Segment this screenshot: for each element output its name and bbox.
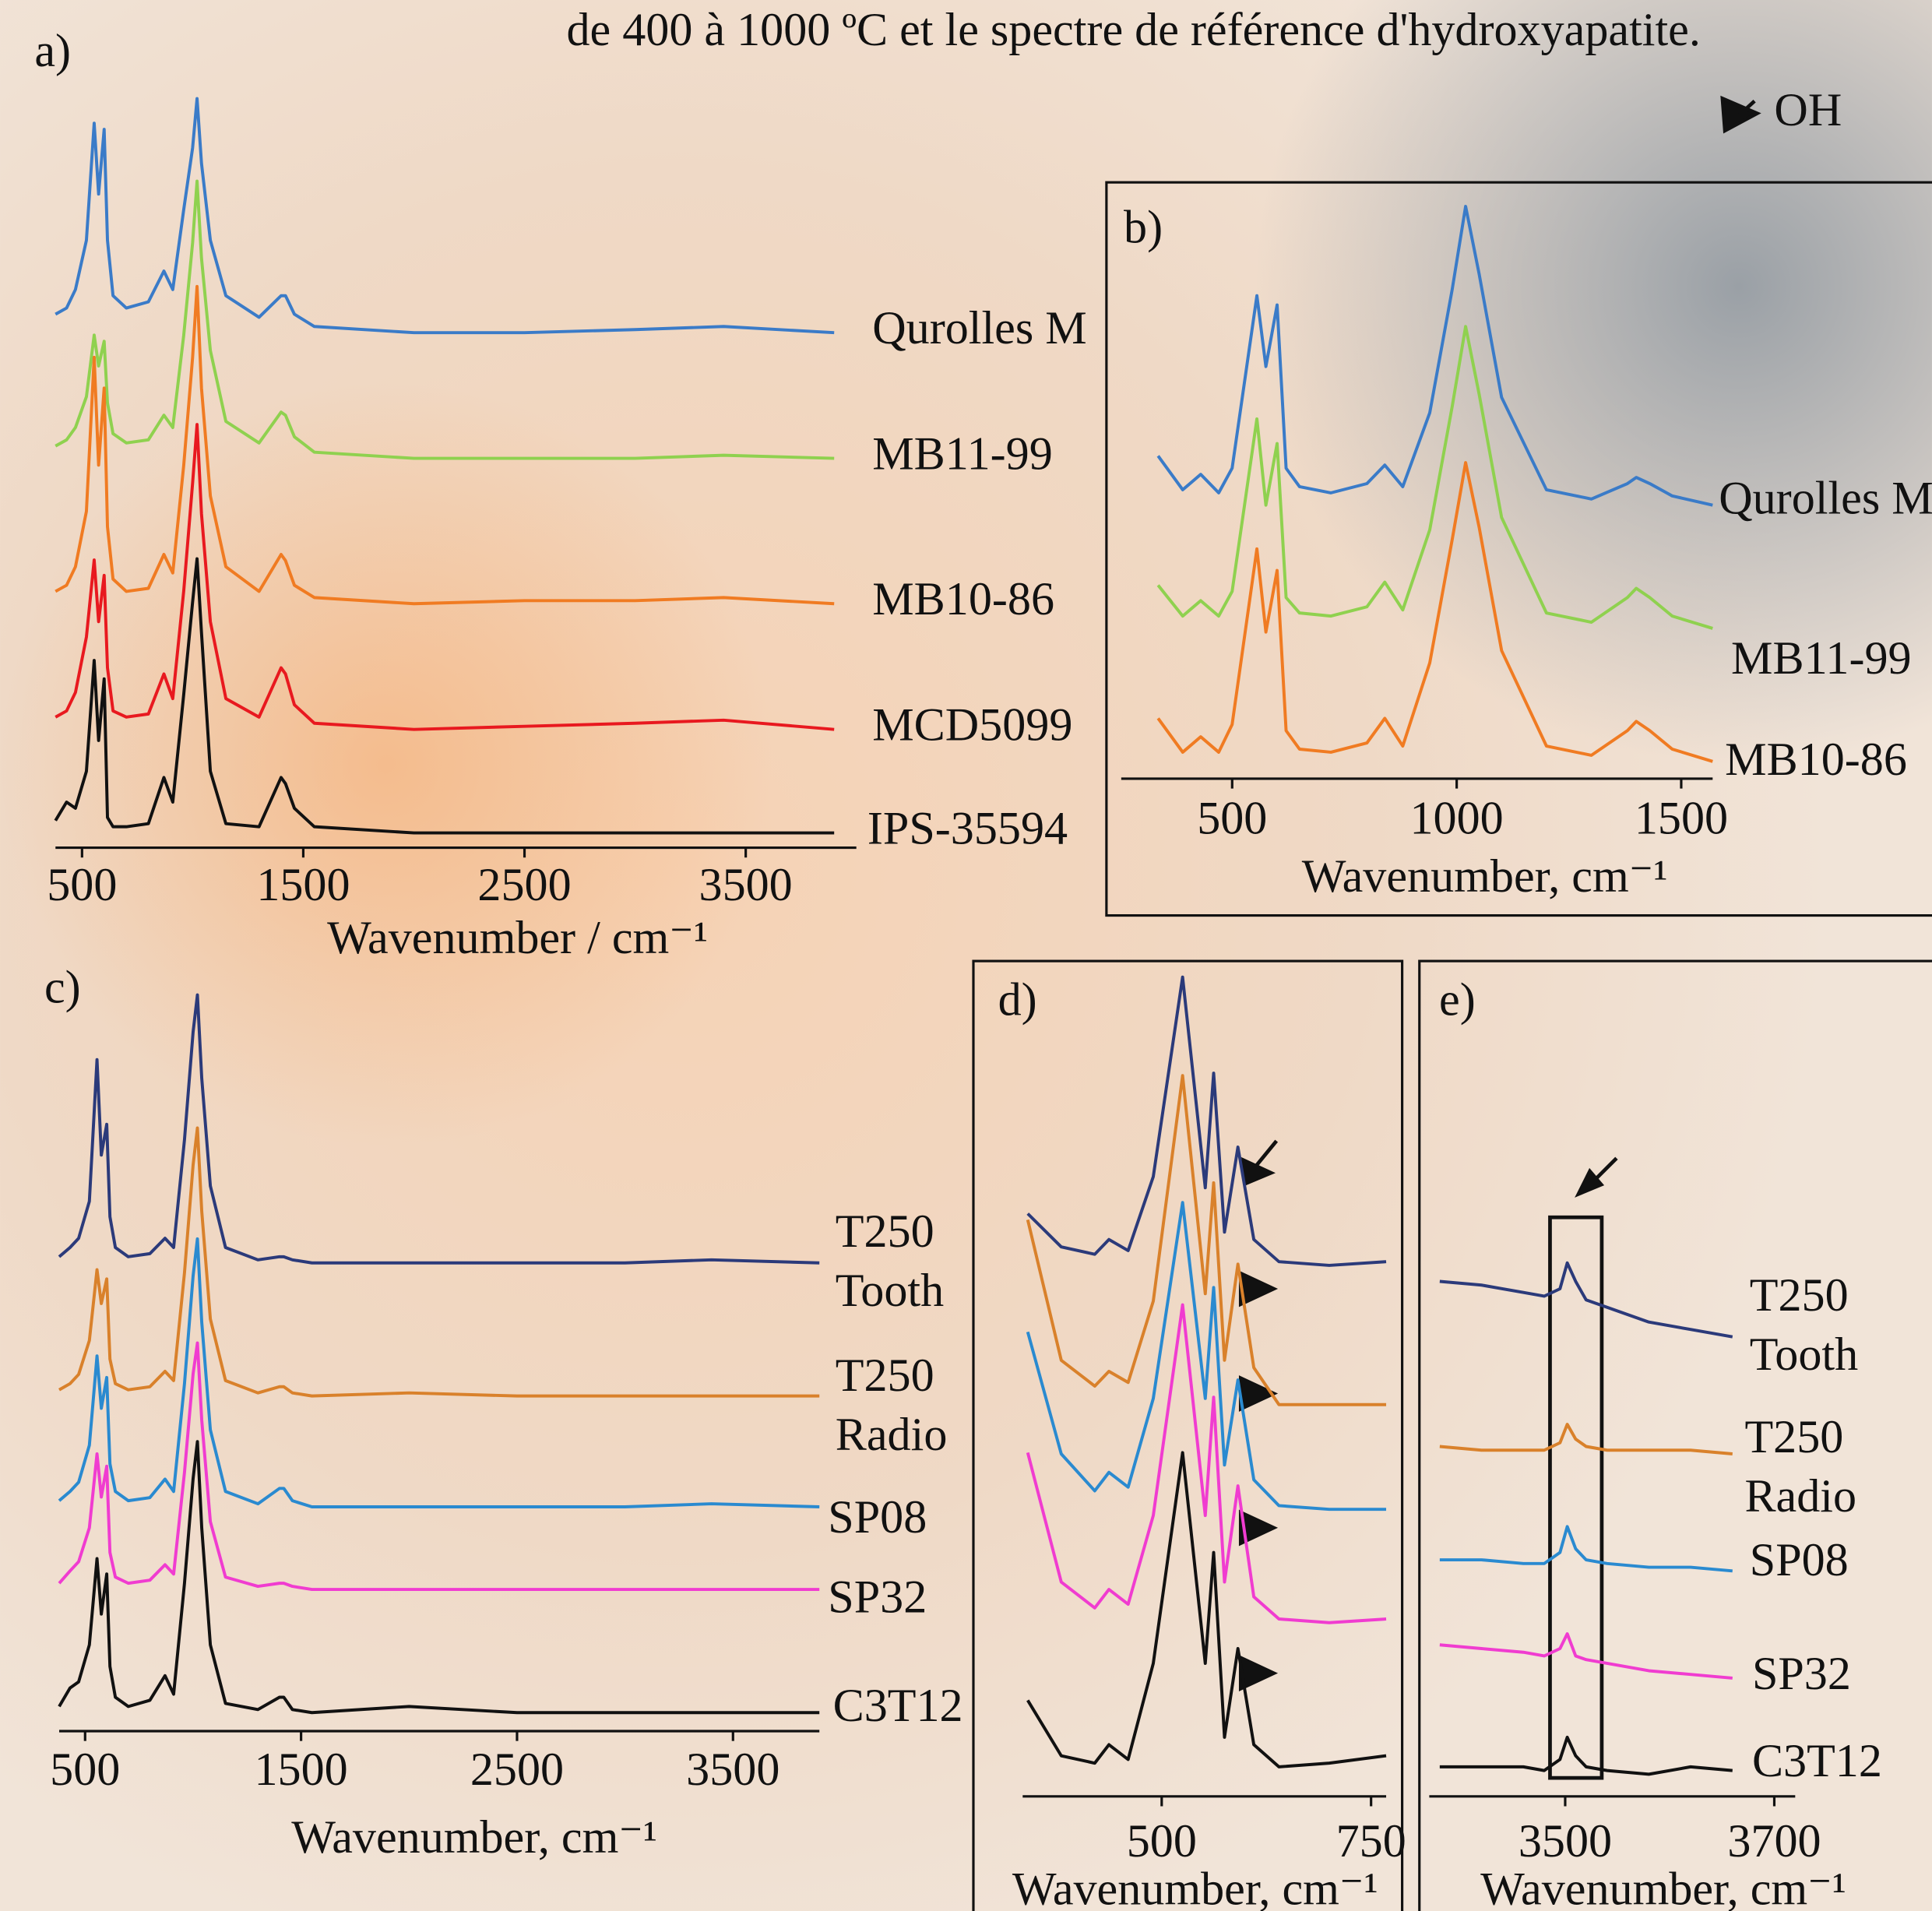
spectrum-line bbox=[58, 1237, 820, 1509]
peak-arrow bbox=[1575, 1167, 1605, 1198]
label-line: Radio bbox=[836, 1409, 948, 1461]
caption: de 400 à 1000 ºC et le spectre de référe… bbox=[566, 4, 1700, 56]
panel-e-frame bbox=[1418, 959, 1932, 1911]
panel-label: a) bbox=[34, 25, 71, 77]
series-label: MB11-99 bbox=[1731, 632, 1912, 685]
spectrum-line bbox=[1439, 1261, 1733, 1339]
spectrum-line bbox=[1439, 1735, 1733, 1776]
label-line: T250 bbox=[1750, 1269, 1849, 1322]
x-tick-label: 2500 bbox=[477, 859, 571, 911]
x-tick-label: 500 bbox=[50, 1744, 120, 1796]
series-label: MB10-86 bbox=[872, 573, 1054, 625]
spectrum-line bbox=[1439, 1423, 1733, 1455]
spectrum-line bbox=[1026, 1074, 1387, 1406]
x-tick-label: 1500 bbox=[1635, 793, 1728, 845]
spectrum-line bbox=[58, 993, 820, 1265]
series-label: SP08 bbox=[1750, 1534, 1849, 1586]
oh-legend: OH bbox=[1774, 84, 1842, 136]
arrow-stem bbox=[1592, 1156, 1618, 1182]
spectrum-line bbox=[1439, 1632, 1733, 1680]
spectrum-line bbox=[55, 284, 835, 606]
x-axis-title: Wavenumber, cm⁻¹ bbox=[1012, 1863, 1378, 1911]
panel-d-frame bbox=[972, 959, 1404, 1911]
label-line: T250 bbox=[836, 1205, 934, 1258]
x-tick-label: 750 bbox=[1336, 1815, 1406, 1867]
x-tick-label: 500 bbox=[1197, 793, 1267, 845]
spectrum-line bbox=[1156, 205, 1713, 507]
x-tick-label: 3500 bbox=[699, 859, 793, 911]
spectrum-line bbox=[55, 179, 835, 460]
label-line: T250 bbox=[1744, 1411, 1843, 1463]
panel-e-annotations bbox=[1548, 1156, 1618, 1780]
series-label: T250 Radio bbox=[1744, 1411, 1856, 1522]
panel-label: b) bbox=[1124, 201, 1163, 253]
x-axis-title: Wavenumber, cm⁻¹ bbox=[1480, 1863, 1846, 1911]
series-label: MB10-86 bbox=[1725, 734, 1907, 786]
spectrum-line bbox=[1026, 1303, 1387, 1624]
series-label: IPS-35594 bbox=[867, 802, 1068, 854]
series-label: Qurolles M bbox=[1719, 472, 1932, 524]
label-line: Radio bbox=[1744, 1470, 1856, 1522]
x-tick-label: 1500 bbox=[256, 859, 350, 911]
spectrum-line bbox=[58, 1440, 820, 1715]
spectrum-line bbox=[1026, 1451, 1387, 1768]
arrow-stem bbox=[1252, 1139, 1279, 1170]
series-label: MCD5099 bbox=[872, 699, 1072, 751]
series-label: SP32 bbox=[1752, 1648, 1851, 1700]
panel-label: c) bbox=[44, 961, 81, 1013]
spectrum-line bbox=[1026, 975, 1387, 1267]
series-label: C3T12 bbox=[833, 1680, 963, 1732]
x-axis-title: Wavenumber, cm⁻¹ bbox=[1302, 850, 1668, 903]
x-tick-label: 3500 bbox=[686, 1744, 779, 1796]
highlight-box bbox=[1548, 1215, 1604, 1780]
series-label: T250 Tooth bbox=[836, 1205, 944, 1317]
panel-label: e) bbox=[1439, 973, 1476, 1026]
label-line: Tooth bbox=[1750, 1329, 1858, 1381]
spectrum-line bbox=[54, 557, 835, 835]
peak-arrow bbox=[1238, 1655, 1279, 1692]
oh-arrow-icon bbox=[1720, 95, 1761, 134]
spectrum-line bbox=[55, 423, 835, 731]
x-tick-label: 3500 bbox=[1519, 1815, 1612, 1867]
spectrum-line bbox=[1156, 461, 1713, 763]
series-label: SP08 bbox=[828, 1491, 927, 1543]
spectrum-line bbox=[1156, 325, 1713, 630]
series-label: MB11-99 bbox=[872, 428, 1053, 480]
series-label: SP32 bbox=[828, 1571, 927, 1624]
series-label: T250 Tooth bbox=[1750, 1269, 1858, 1381]
spectrum-line bbox=[58, 1126, 820, 1398]
panel-b-frame bbox=[1105, 181, 1932, 917]
series-label: Qurolles M bbox=[872, 302, 1086, 354]
spectrum-line bbox=[58, 1341, 820, 1592]
series-label: C3T12 bbox=[1752, 1735, 1882, 1787]
series-label: T250 Radio bbox=[836, 1350, 948, 1461]
label-line: Tooth bbox=[836, 1265, 944, 1317]
peak-arrow bbox=[1238, 1509, 1279, 1547]
label-line: T250 bbox=[836, 1350, 934, 1402]
x-tick-label: 500 bbox=[47, 859, 117, 911]
x-tick-label: 500 bbox=[1127, 1815, 1197, 1867]
panel-label: d) bbox=[998, 973, 1037, 1026]
x-axis-title: Wavenumber, cm⁻¹ bbox=[291, 1811, 657, 1863]
x-tick-label: 1500 bbox=[255, 1744, 348, 1796]
x-tick-label: 1000 bbox=[1410, 793, 1504, 845]
x-axis-title: Wavenumber / cm⁻¹ bbox=[327, 912, 708, 964]
peak-arrow bbox=[1238, 1270, 1279, 1307]
x-tick-label: 3700 bbox=[1727, 1815, 1821, 1867]
x-tick-label: 2500 bbox=[470, 1744, 564, 1796]
spectrum-line bbox=[1026, 1201, 1387, 1512]
spectrum-line bbox=[55, 97, 835, 335]
spectrum-line bbox=[1439, 1525, 1733, 1573]
